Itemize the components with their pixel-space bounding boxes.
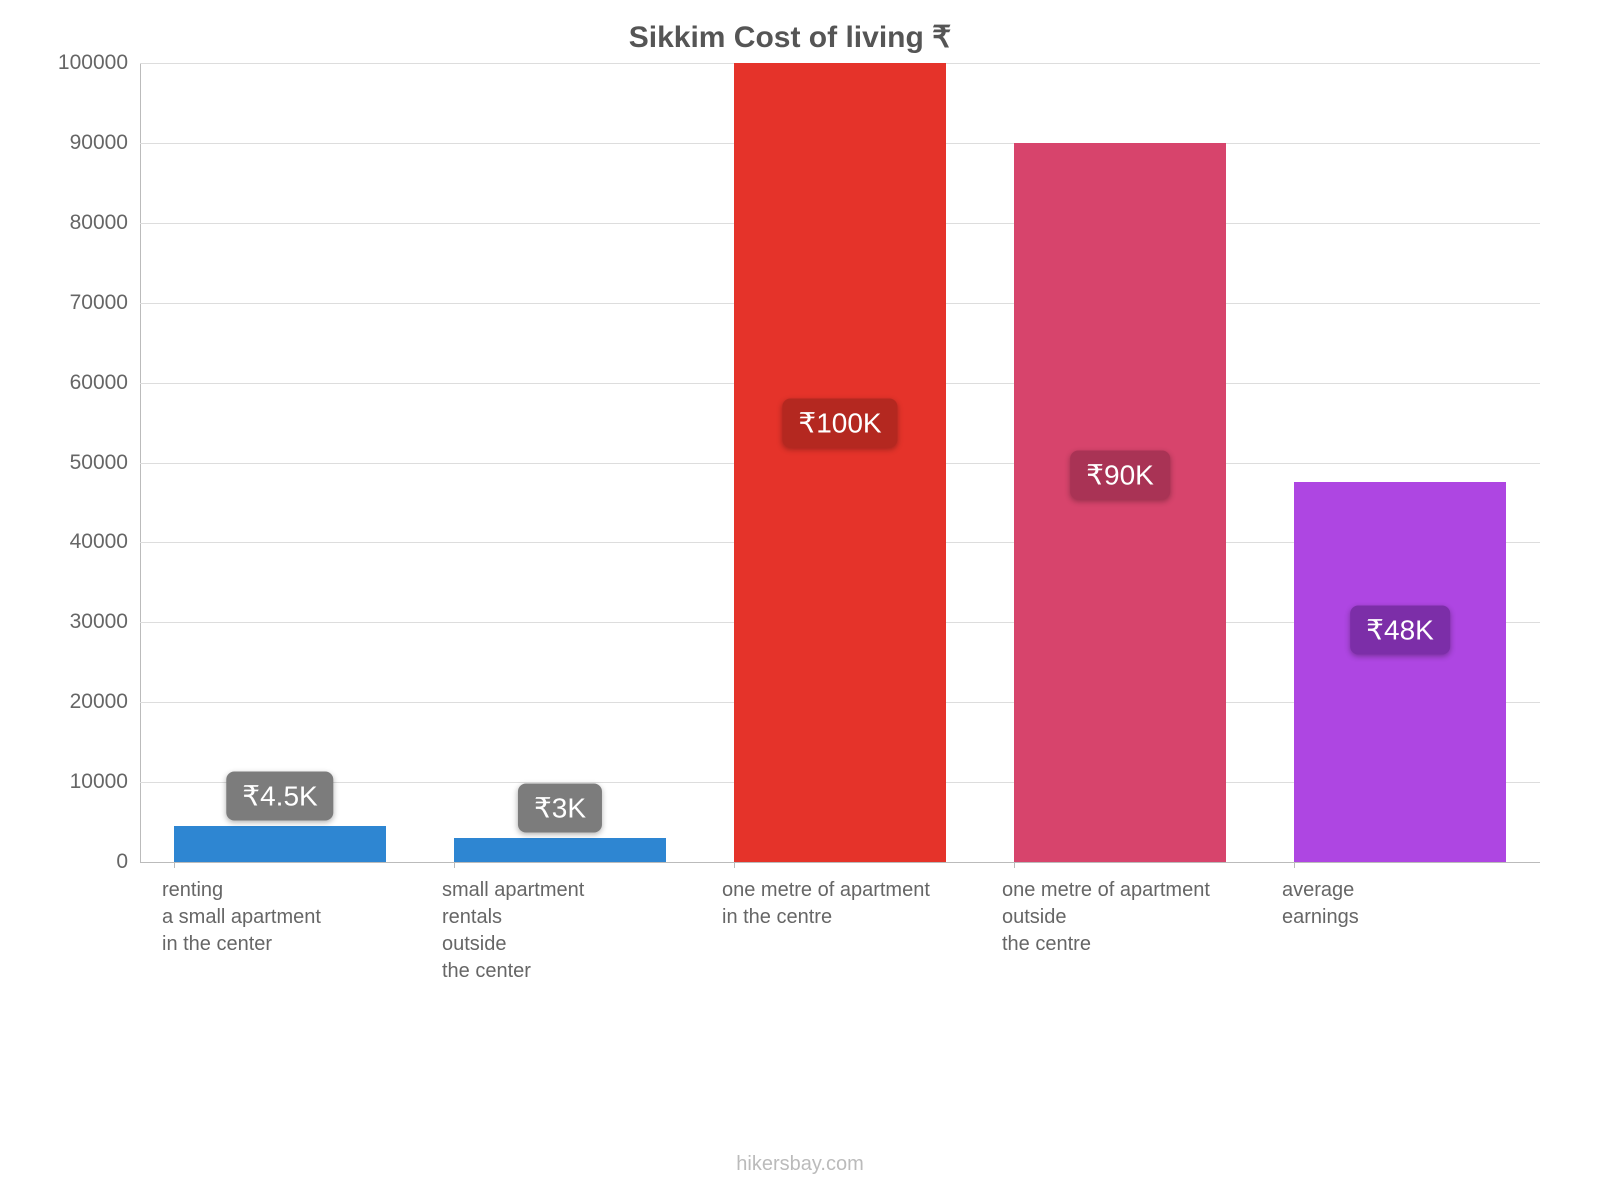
x-axis-label: average earnings	[1260, 877, 1540, 985]
bar-cell: ₹4.5K	[140, 63, 420, 862]
y-tick-label: 0	[116, 850, 140, 874]
bar	[1014, 143, 1227, 862]
y-tick-label: 20000	[70, 690, 140, 714]
y-tick-label: 70000	[70, 291, 140, 315]
bar	[174, 826, 387, 862]
y-tick-label: 100000	[58, 51, 140, 75]
value-badge: ₹4.5K	[226, 771, 333, 820]
bar	[454, 838, 667, 862]
x-axis-label: renting a small apartment in the center	[140, 877, 420, 985]
value-badge: ₹90K	[1070, 450, 1170, 499]
y-tick-label: 40000	[70, 530, 140, 554]
x-tick-mark	[174, 862, 175, 868]
x-tick-mark	[734, 862, 735, 868]
x-tick-mark	[454, 862, 455, 868]
x-axis-label: one metre of apartment outside the centr…	[980, 877, 1260, 985]
attribution: hikersbay.com	[736, 1153, 863, 1176]
plot-area: 0100002000030000400005000060000700008000…	[140, 63, 1540, 863]
y-tick-label: 60000	[70, 371, 140, 395]
chart-wrapper: Sikkim Cost of living ₹ 0100002000030000…	[40, 20, 1540, 1120]
bars-row: ₹4.5K ₹3K ₹100K ₹90K ₹48K	[140, 63, 1540, 862]
x-labels-row: renting a small apartment in the centers…	[140, 863, 1540, 985]
x-tick-mark	[1294, 862, 1295, 868]
value-badge: ₹3K	[518, 783, 602, 832]
bar	[734, 63, 947, 862]
bar-cell: ₹3K	[420, 63, 700, 862]
value-badge: ₹100K	[782, 398, 897, 447]
value-badge: ₹48K	[1350, 606, 1450, 655]
y-tick-label: 80000	[70, 211, 140, 235]
x-tick-mark	[1014, 862, 1015, 868]
bar-cell: ₹48K	[1260, 63, 1540, 862]
x-axis-label: one metre of apartment in the centre	[700, 877, 980, 985]
bar-cell: ₹100K	[700, 63, 980, 862]
y-tick-label: 10000	[70, 770, 140, 794]
bar-cell: ₹90K	[980, 63, 1260, 862]
y-tick-label: 30000	[70, 610, 140, 634]
x-axis-label: small apartment rentals outside the cent…	[420, 877, 700, 985]
y-tick-label: 90000	[70, 131, 140, 155]
chart-title: Sikkim Cost of living ₹	[40, 20, 1540, 55]
bar	[1294, 482, 1507, 862]
y-tick-label: 50000	[70, 451, 140, 475]
